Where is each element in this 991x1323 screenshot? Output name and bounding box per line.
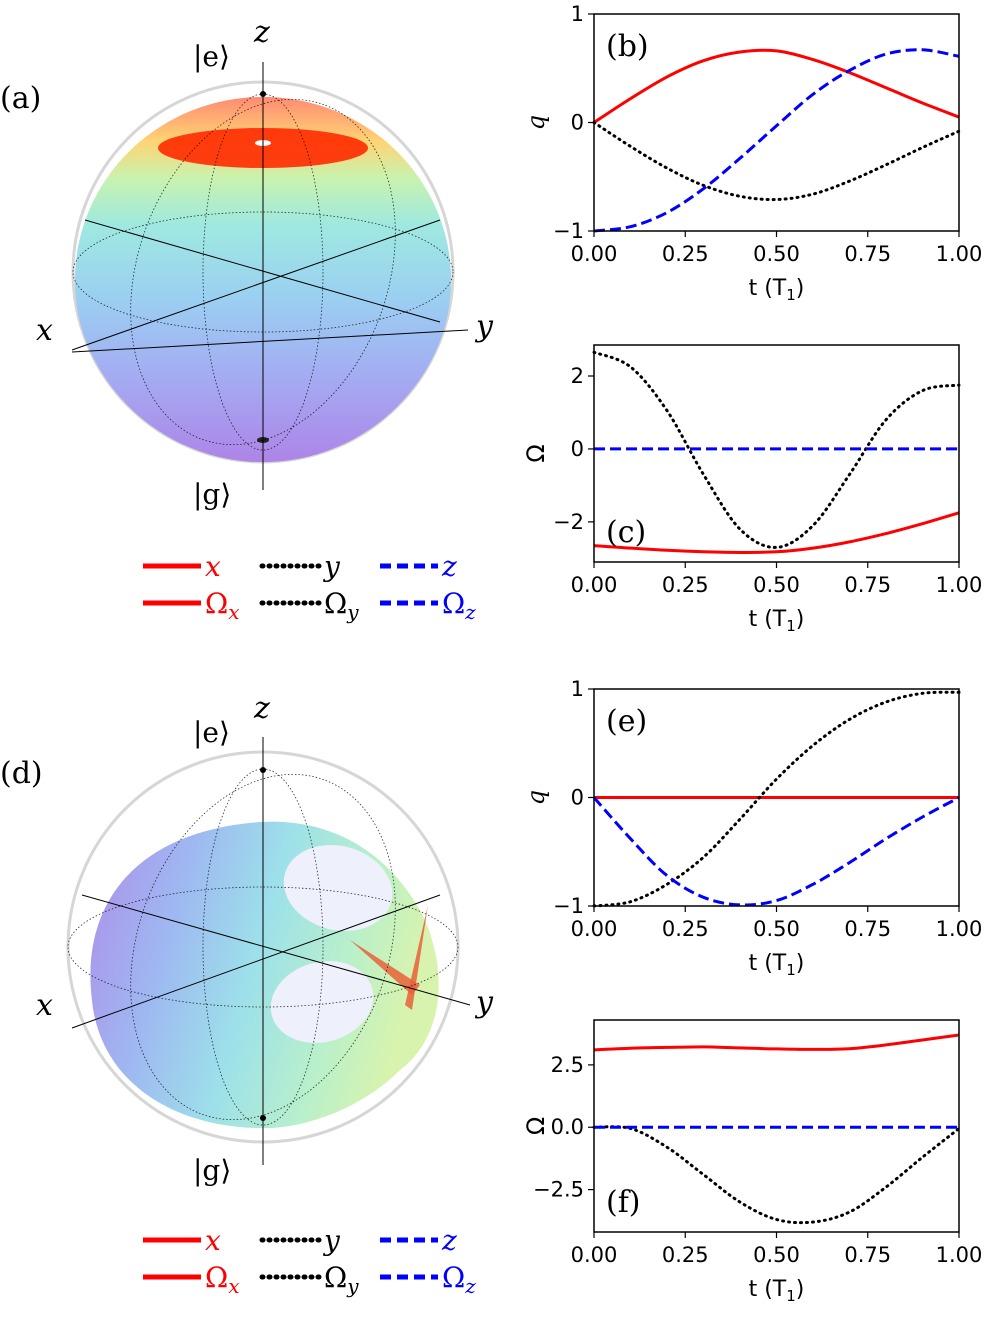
chart-b-frame (593, 13, 960, 232)
chart-b-series-x (593, 48, 960, 124)
axis-label-x-d: x (36, 988, 53, 1023)
chart-c-panel-label: (c) (606, 515, 646, 550)
chart-c-ytick-label-2: 2 (571, 364, 584, 388)
chart-f-series-x (593, 1033, 960, 1052)
legend-bottom-label-1-2: Ωz (442, 1261, 476, 1298)
chart-f-series-y (592, 1125, 961, 1225)
chart-f-xtick-label-2: 0.50 (753, 1243, 800, 1267)
legend-top-label-0-2: z (441, 550, 457, 583)
chart-e: 0.00 0.25 0.50 0.75 1.00 −1 0 1 t (T1) q (e) (522, 677, 982, 979)
legend-bottom: x y z Ωx Ωy Ωz (143, 1224, 476, 1298)
chart-c-series-y (592, 350, 961, 549)
chart-b-xtick-label-1: 0.25 (662, 242, 709, 266)
chart-f-xtick-label-0: 0.00 (571, 1243, 618, 1267)
chart-f-ytick-label-1: 0.0 (551, 1115, 584, 1139)
state-label-e-d: |e⟩ (193, 716, 230, 749)
legend-top-label-0-1: y (322, 550, 341, 583)
chart-c-series-x (593, 511, 960, 555)
state-label-g-d: |g⟩ (193, 1154, 231, 1187)
chart-c-xtick-label-1: 0.25 (662, 573, 709, 597)
chart-b-xtick-label-3: 0.75 (844, 242, 891, 266)
chart-b-xlabel: t (T1) (749, 276, 805, 304)
chart-e-xtick-label-3: 0.75 (844, 917, 891, 941)
chart-e-series-z (592, 796, 960, 907)
chart-f-xtick-label-4: 1.00 (936, 1243, 983, 1267)
chart-f: 0.00 0.25 0.50 0.75 1.00 −2.5 0.0 2.5 t (T1) Ω (f) (522, 1019, 983, 1305)
chart-b-series-z (593, 48, 960, 233)
chart-b-ytick-label-1: 0 (571, 111, 584, 135)
legend-bottom-label-1-0: Ωx (205, 1261, 240, 1298)
chart-b-xtick-label-2: 0.50 (753, 242, 800, 266)
chart-e-xtick-label-0: 0.00 (571, 917, 618, 941)
chart-e-xtick-label-4: 1.00 (936, 917, 983, 941)
chart-f-xtick-label-1: 0.25 (662, 1243, 709, 1267)
legend-bottom-label-0-1: y (322, 1224, 341, 1257)
chart-e-ylabel: q (522, 790, 550, 805)
legend-top-label-1-2: Ωz (442, 587, 476, 624)
axis-label-x-a: x (36, 313, 53, 348)
legend-top-label-1-0: Ωx (205, 587, 240, 624)
chart-c-xtick-label-2: 0.50 (753, 573, 800, 597)
state-label-g-a: |g⟩ (193, 478, 231, 511)
axis-label-y-a: y (474, 309, 494, 344)
chart-e-ytick-label-1: 0 (571, 786, 584, 810)
chart-b-xtick-label-4: 1.00 (936, 242, 983, 266)
legend-bottom-label-0-2: z (441, 1224, 457, 1257)
chart-e-series-y (592, 690, 961, 908)
chart-f-xtick-label-3: 0.75 (844, 1243, 891, 1267)
chart-f-ytick-label-2: 2.5 (551, 1053, 584, 1077)
legend-top-label-1-1: Ωy (324, 587, 359, 624)
state-label-e-a: |e⟩ (193, 40, 230, 73)
panel-label-a: (a) (0, 81, 41, 116)
chart-c-xlabel: t (T1) (749, 607, 805, 635)
chart-b-series-y (592, 121, 961, 202)
axis-label-z-a: z (253, 15, 270, 50)
chart-f-xlabel: t (T1) (749, 1277, 805, 1305)
chart-b-xtick-label-0: 0.00 (571, 242, 618, 266)
legend-top: x y z Ωx Ωy Ωz (143, 550, 476, 624)
chart-b-panel-label: (b) (606, 29, 649, 64)
chart-c-ylabel: Ω (522, 444, 550, 462)
legend-bottom-label-1-1: Ωy (324, 1261, 359, 1298)
chart-c: 0.00 0.25 0.50 0.75 1.00 −2 0 2 t (T1) Ω (c) (522, 344, 983, 635)
chart-e-xtick-label-1: 0.25 (662, 917, 709, 941)
chart-b-ytick-label-0: −1 (553, 219, 584, 243)
panel-label-d: (d) (0, 756, 43, 791)
axis-label-y-d: y (474, 985, 494, 1020)
chart-f-ylabel: Ω (522, 1117, 550, 1135)
legend-bottom-label-0-0: x (205, 1224, 221, 1257)
chart-c-xtick-label-0: 0.00 (571, 573, 618, 597)
chart-e-xlabel: t (T1) (749, 951, 805, 979)
chart-e-ytick-label-2: 1 (571, 677, 584, 701)
axis-label-z-d: z (253, 691, 270, 726)
chart-c-xtick-label-3: 0.75 (844, 573, 891, 597)
chart-b-ylabel: q (522, 115, 550, 130)
chart-c-xtick-label-4: 1.00 (936, 573, 983, 597)
chart-f-ytick-label-0: −2.5 (533, 1178, 584, 1202)
chart-e-xtick-label-2: 0.50 (753, 917, 800, 941)
legend-top-label-0-0: x (205, 550, 221, 583)
chart-e-ytick-label-0: −1 (553, 894, 584, 918)
bloch-sphere-a: (a) z x y |e⟩ |g⟩ (0, 15, 494, 511)
chart-f-panel-label: (f) (606, 1185, 641, 1220)
chart-c-ytick-label-0: −2 (553, 510, 584, 534)
chart-b: 0.00 0.25 0.50 0.75 1.00 −1 0 1 t (T1) q (b) (522, 2, 982, 304)
chart-c-ytick-label-1: 0 (571, 437, 584, 461)
chart-e-panel-label: (e) (606, 704, 647, 739)
bloch-sphere-d: (d) z x y |e⟩ |g⟩ (0, 691, 494, 1187)
chart-b-ytick-label-2: 1 (571, 2, 584, 26)
